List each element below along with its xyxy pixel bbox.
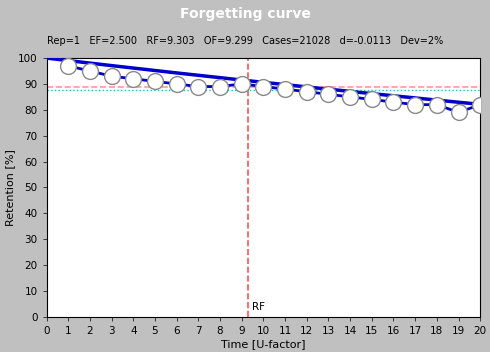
Point [151,78,159,84]
Text: Forgetting curve: Forgetting curve [179,7,311,21]
X-axis label: Time [U-factor]: Time [U-factor] [221,339,306,348]
Point [108,73,116,79]
Point [324,92,332,97]
Point [411,102,419,107]
Point [346,94,354,100]
Point [260,84,268,89]
Point [303,89,311,95]
Text: RF: RF [251,302,265,312]
Point [368,97,376,102]
Point [129,76,137,82]
Point [64,63,72,69]
Point [281,86,289,92]
Point [86,68,94,74]
Y-axis label: Retention [%]: Retention [%] [5,149,15,226]
Point [476,102,484,107]
Point [390,99,397,105]
Point [195,84,202,89]
Text: Rep=1   EF=2.500   RF=9.303   OF=9.299   Cases=21028   d=-0.0113   Dev=2%: Rep=1 EF=2.500 RF=9.303 OF=9.299 Cases=2… [47,36,443,46]
Point [238,81,245,87]
Point [433,102,441,107]
Point [455,109,463,115]
Point [216,84,224,89]
Point [173,81,181,87]
